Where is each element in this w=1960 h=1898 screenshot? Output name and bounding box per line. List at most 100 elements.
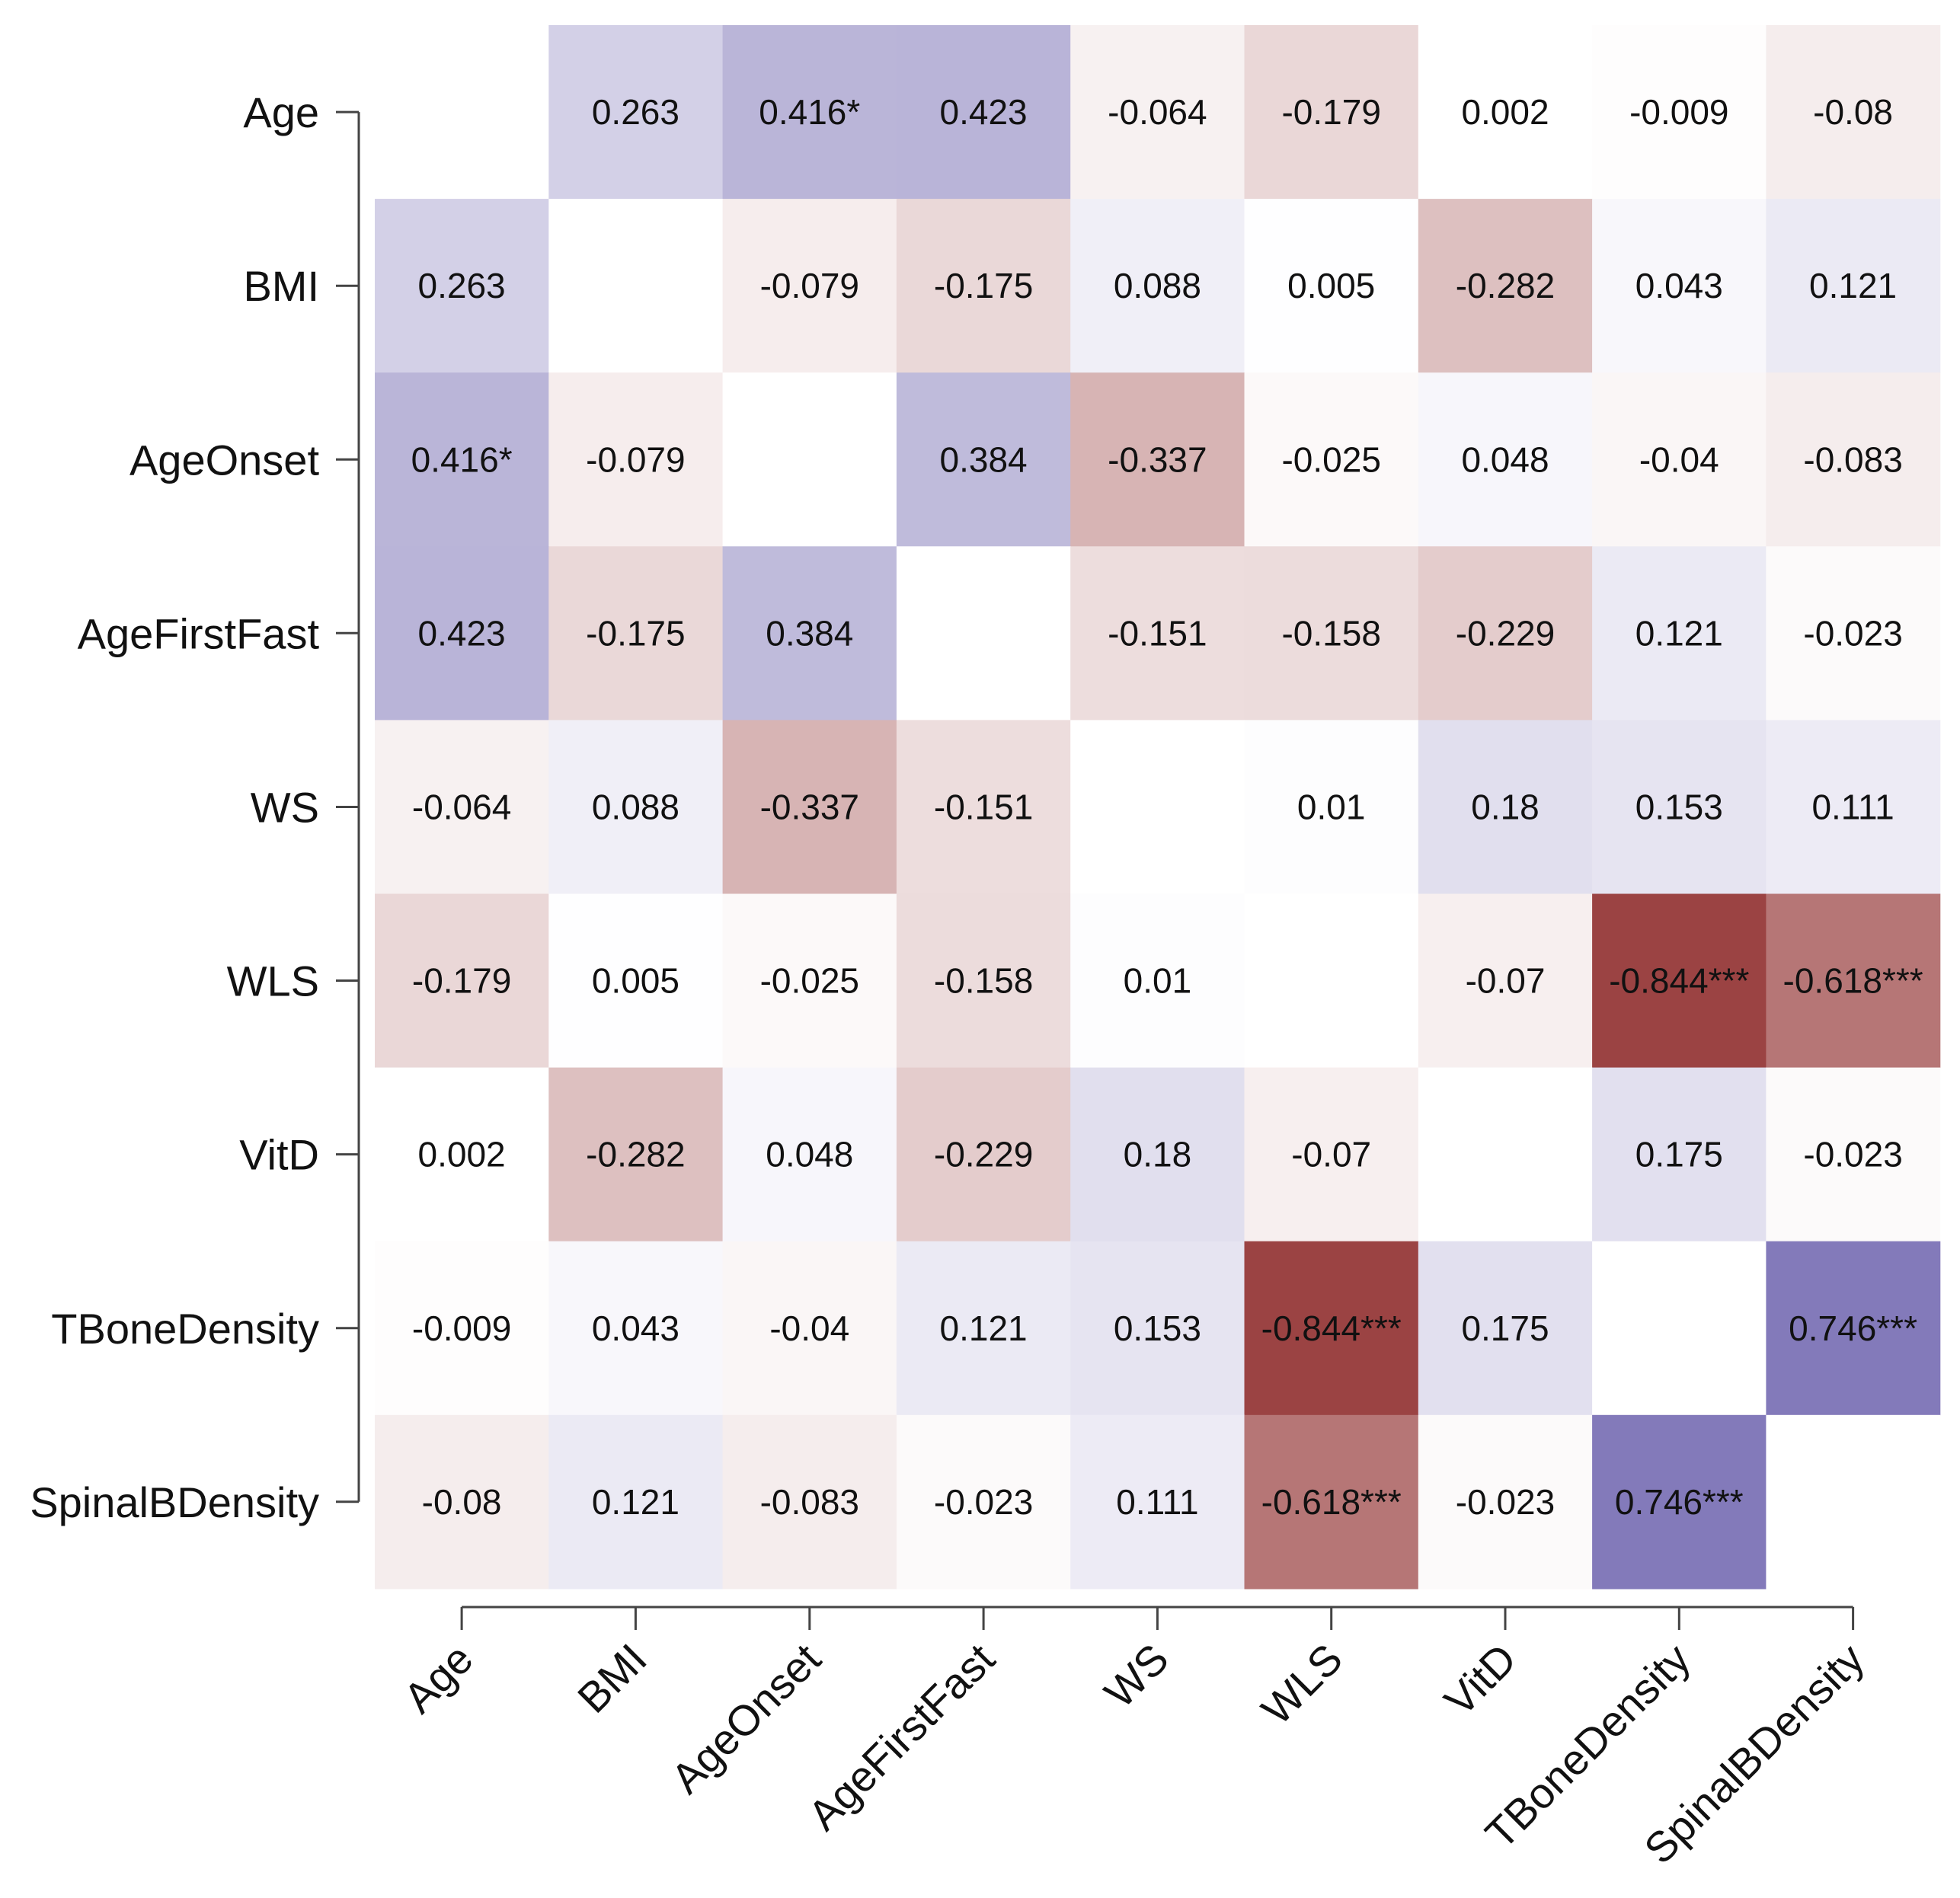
heatmap-cell-vitd-ws <box>1070 1067 1245 1242</box>
heatmap-cell-vitd-ageonset <box>722 1067 897 1242</box>
cell-value-label: -0.337 <box>760 788 859 827</box>
heatmap-cell-ws-wls <box>1244 720 1419 895</box>
heatmap-cell-agefirstfast-agefirstfast <box>896 546 1071 721</box>
cell-value-label: -0.079 <box>760 266 859 305</box>
cell-value-label: -0.04 <box>769 1308 849 1348</box>
cell-value-label: -0.07 <box>1291 1135 1371 1174</box>
heatmap-cell-vitd-bmi <box>548 1067 724 1242</box>
heatmap-cell-age-bmi <box>548 25 724 200</box>
y-tick-label-vitd: VitD <box>239 1131 319 1179</box>
heatmap-cell-wls-bmi <box>548 893 724 1069</box>
cell-value-label: -0.064 <box>1108 92 1207 132</box>
cell-value-label: 0.18 <box>1124 1135 1192 1174</box>
heatmap-cell-tbonedensity-age <box>375 1241 549 1416</box>
heatmap-cell-spinalbdensity-vitd <box>1418 1414 1593 1590</box>
y-tick-label-ageonset: AgeOnset <box>129 436 319 484</box>
cell-value-label: 0.01 <box>1124 961 1192 1001</box>
cell-value-label: -0.04 <box>1639 439 1719 479</box>
cell-value-label: 0.416* <box>759 92 860 132</box>
heatmap-cell-age-agefirstfast <box>896 25 1071 200</box>
cell-value-label: 0.153 <box>1114 1308 1201 1348</box>
heatmap-cell-ageonset-ageonset <box>722 372 897 547</box>
cell-value-label: -0.079 <box>586 439 685 479</box>
y-tick-label-wls: WLS <box>227 957 319 1005</box>
cell-value-label: -0.158 <box>934 961 1033 1001</box>
heatmap-cell-spinalbdensity-spinalbdensity <box>1766 1414 1941 1590</box>
y-tick-label-age: Age <box>243 88 319 136</box>
heatmap-cell-agefirstfast-spinalbdensity <box>1766 546 1941 721</box>
cell-value-label: 0.175 <box>1635 1135 1723 1174</box>
heatmap-cell-ageonset-agefirstfast <box>896 372 1071 547</box>
cell-value-label: 0.01 <box>1297 788 1366 827</box>
cell-value-label: 0.002 <box>1461 92 1549 132</box>
x-tick-label-bmi: BMI <box>568 1634 656 1722</box>
cell-value-label: -0.025 <box>1281 439 1380 479</box>
heatmap-cell-agefirstfast-ws <box>1070 546 1245 721</box>
heatmap-cell-ws-age <box>375 720 549 895</box>
heatmap-cell-tbonedensity-agefirstfast <box>896 1241 1071 1416</box>
cell-value-label: 0.153 <box>1635 788 1723 827</box>
cell-value-label: 0.111 <box>1116 1482 1198 1522</box>
cell-value-label: -0.179 <box>1281 92 1380 132</box>
cell-value-label: 0.263 <box>592 92 679 132</box>
heatmap-cell-age-spinalbdensity <box>1766 25 1941 200</box>
heatmap-cell-wls-vitd <box>1418 893 1593 1069</box>
cell-value-label: 0.384 <box>940 439 1028 479</box>
heatmap-cell-vitd-tbonedensity <box>1592 1067 1767 1242</box>
cell-value-label: 0.002 <box>418 1135 506 1174</box>
cell-value-label: 0.111 <box>1811 788 1894 827</box>
cell-value-label: 0.416* <box>411 439 513 479</box>
heatmap-cell-ws-bmi <box>548 720 724 895</box>
heatmap-cell-bmi-tbonedensity <box>1592 199 1767 373</box>
cell-value-label: 0.121 <box>940 1308 1028 1348</box>
heatmap-cell-age-age <box>375 25 549 200</box>
cell-value-label: 0.043 <box>592 1308 679 1348</box>
heatmap-cell-spinalbdensity-wls <box>1244 1414 1419 1590</box>
cell-value-label: 0.005 <box>1287 266 1375 305</box>
cell-value-label: -0.083 <box>760 1482 859 1522</box>
heatmap-cell-ws-vitd <box>1418 720 1593 895</box>
heatmap-cell-wls-tbonedensity <box>1592 893 1767 1069</box>
cell-value-label: -0.083 <box>1803 439 1902 479</box>
heatmap-cell-vitd-wls <box>1244 1067 1419 1242</box>
cell-value-label: -0.07 <box>1466 961 1546 1001</box>
cell-value-label: -0.337 <box>1108 439 1207 479</box>
cell-value-label: -0.282 <box>586 1135 685 1174</box>
cell-value-label: 0.048 <box>766 1135 853 1174</box>
heatmap-cell-spinalbdensity-agefirstfast <box>896 1414 1071 1590</box>
heatmap-cell-bmi-age <box>375 199 549 373</box>
heatmap-cell-age-wls <box>1244 25 1419 200</box>
cell-value-label: -0.179 <box>412 961 511 1001</box>
heatmap-cell-age-ageonset <box>722 25 897 200</box>
heatmap-cell-ageonset-ws <box>1070 372 1245 547</box>
x-tick-label-ageonset: AgeOnset <box>662 1634 830 1803</box>
cell-value-label: 0.088 <box>1114 266 1201 305</box>
heatmap-cell-ageonset-spinalbdensity <box>1766 372 1941 547</box>
cell-value-label: 0.121 <box>592 1482 679 1522</box>
cell-value-label: -0.282 <box>1456 266 1555 305</box>
heatmap-cell-agefirstfast-tbonedensity <box>1592 546 1767 721</box>
heatmap-cell-agefirstfast-age <box>375 546 549 721</box>
cell-value-label: 0.121 <box>1635 613 1723 653</box>
heatmap-cell-bmi-agefirstfast <box>896 199 1071 373</box>
cell-value-label: 0.088 <box>592 788 679 827</box>
cell-value-label: -0.023 <box>934 1482 1033 1522</box>
cell-value-label: 0.746*** <box>1789 1308 1917 1348</box>
heatmap-cell-age-vitd <box>1418 25 1593 200</box>
heatmap-cell-spinalbdensity-ageonset <box>722 1414 897 1590</box>
y-tick-label-tbonedensity: TBoneDensity <box>51 1305 319 1353</box>
heatmap-cell-ageonset-wls <box>1244 372 1419 547</box>
cell-value-label: -0.158 <box>1281 613 1380 653</box>
heatmap-cell-vitd-age <box>375 1067 549 1242</box>
cell-value-label: 0.746*** <box>1615 1482 1744 1522</box>
cell-value-label: 0.121 <box>1809 266 1897 305</box>
cell-value-label: -0.025 <box>760 961 859 1001</box>
cell-value-label: -0.023 <box>1803 1135 1902 1174</box>
heatmap-cell-bmi-vitd <box>1418 199 1593 373</box>
heatmap-cell-wls-ageonset <box>722 893 897 1069</box>
heatmap-cell-wls-agefirstfast <box>896 893 1071 1069</box>
cell-value-label: -0.175 <box>934 266 1033 305</box>
x-tick-label-wls: WLS <box>1252 1634 1351 1733</box>
cell-value-label: -0.618*** <box>1783 961 1923 1001</box>
heatmap-cell-bmi-bmi <box>548 199 724 373</box>
